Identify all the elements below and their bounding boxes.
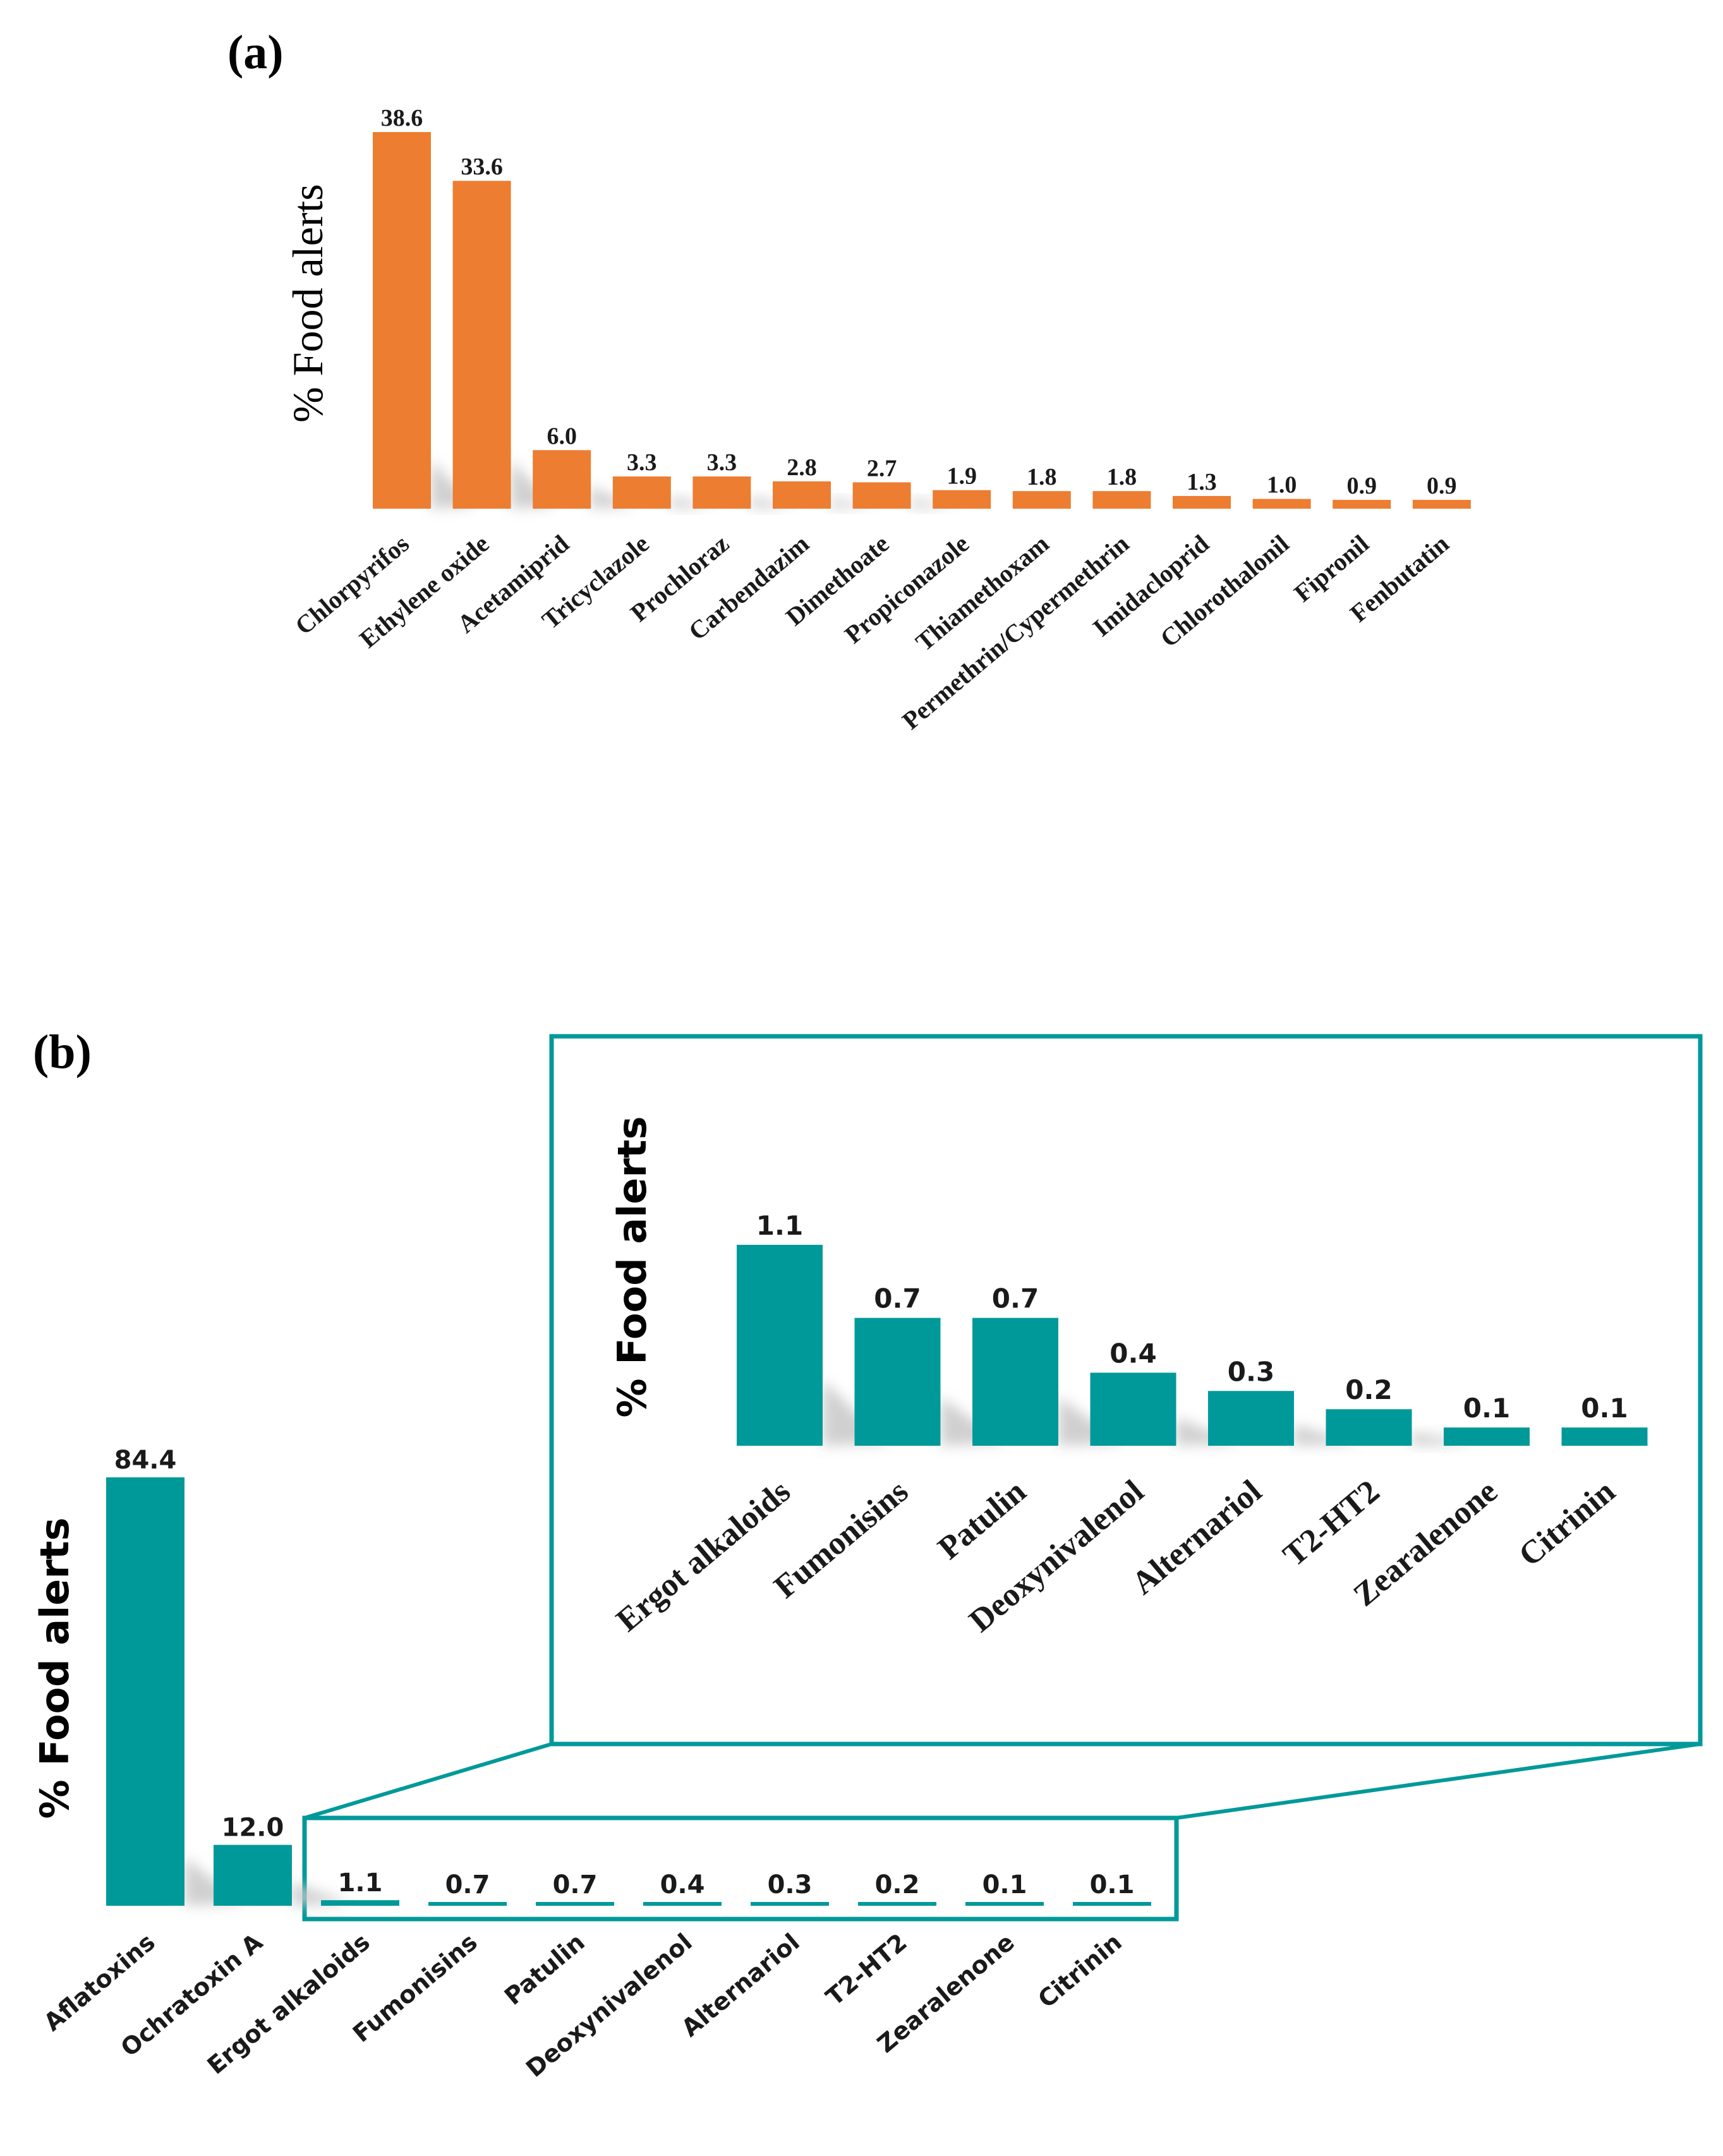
- zoom-connector-right: [1176, 1742, 1701, 1820]
- b-bar-t2-ht2: [858, 1902, 936, 1906]
- b-value-deoxynivalenol: 0.4: [660, 1870, 705, 1899]
- b-value-t2-ht2: 0.2: [875, 1870, 920, 1899]
- i-bar-alternariol: [1208, 1391, 1294, 1446]
- i-value-citrinin: 0.1: [1581, 1393, 1628, 1424]
- panel-a-value-labels: 38.6 33.6 6.0 3.3 3.3 2.8 2.7 1.9 1.8 1.8 1.3 1.0 0.…: [381, 105, 1457, 499]
- a-value-dimethoate: 2.7: [867, 455, 897, 481]
- inset-y-axis-label: % Food alerts: [609, 1117, 655, 1418]
- i-value-alternariol: 0.3: [1228, 1356, 1274, 1387]
- panel-a-bars: [373, 132, 1471, 509]
- b-bar-deoxynivalenol: [643, 1902, 722, 1906]
- i-category-alternariol: Alternariol: [1125, 1474, 1269, 1602]
- a-value-acetamiprid: 6.0: [547, 423, 577, 449]
- b-value-ochratoxin-a: 12.0: [222, 1814, 284, 1843]
- panel-b-bars: [106, 1477, 1151, 1906]
- b-shadow-ochratoxin-a: [292, 1882, 351, 1906]
- b-category-alternariol: Alternariol: [676, 1928, 804, 2042]
- a-bar-thiamethoxam: [1012, 491, 1071, 509]
- a-bar-propiconazole: [933, 490, 991, 509]
- a-bar-carbendazim: [773, 481, 831, 509]
- a-value-fenbutatin: 0.9: [1427, 473, 1457, 499]
- a-value-imidacloprid: 1.3: [1187, 469, 1217, 495]
- a-value-ethylene-oxide: 33.6: [461, 154, 503, 180]
- a-bar-ethylene-oxide: [452, 181, 511, 509]
- i-bar-zearalenone: [1444, 1427, 1530, 1446]
- b-bar-citrinin: [1073, 1902, 1151, 1906]
- panel-b-value-labels: 84.4 12.0 1.1 0.7 0.7 0.4 0.3 0.2 0.1 0.1: [114, 1446, 1135, 1899]
- panel-b-y-axis-label: % Food alerts: [32, 1518, 78, 1819]
- i-category-ergot-alkaloids: Ergot alkaloids: [610, 1474, 797, 1639]
- i-bar-t2-ht2: [1326, 1409, 1412, 1446]
- a-category-thiamethoxam: Thiamethoxam: [910, 529, 1054, 657]
- a-bar-prochloraz: [692, 476, 751, 509]
- i-value-zearalenone: 0.1: [1463, 1393, 1510, 1424]
- a-value-fipronil: 0.9: [1346, 473, 1377, 499]
- a-bar-tricyclazole: [612, 476, 671, 509]
- i-category-patulin: Patulin: [931, 1473, 1033, 1566]
- i-value-ergot-alkaloids: 1.1: [756, 1210, 803, 1241]
- a-value-prochloraz: 3.3: [707, 449, 737, 476]
- zoom-connector-left: [304, 1742, 552, 1820]
- a-value-tricyclazole: 3.3: [627, 449, 657, 476]
- b-bar-fumonisins: [428, 1902, 507, 1906]
- a-bar-fipronil: [1333, 500, 1391, 509]
- i-value-fumonisins: 0.7: [874, 1283, 921, 1314]
- a-value-permethrin-cypermethrin: 1.8: [1107, 464, 1137, 490]
- a-value-propiconazole: 1.9: [946, 463, 977, 490]
- b-value-citrinin: 0.1: [1090, 1870, 1135, 1899]
- inset-bars: [737, 1245, 1648, 1446]
- b-value-alternariol: 0.3: [768, 1870, 813, 1899]
- inset-value-labels: 1.1 0.7 0.7 0.4 0.3 0.2 0.1 0.1: [756, 1210, 1628, 1424]
- a-value-chlorothalonil: 1.0: [1267, 472, 1297, 499]
- b-value-zearalenone: 0.1: [982, 1870, 1027, 1899]
- a-value-chlorpyrifos: 38.6: [381, 105, 423, 131]
- b-category-citrinin: Citrinin: [1032, 1928, 1127, 2013]
- b-bar-alternariol: [751, 1902, 829, 1906]
- b-category-t2-ht2: T2-HT2: [821, 1928, 912, 2011]
- panel-a-y-axis-label: % Food alerts: [284, 184, 332, 423]
- panel-b-label: (b): [33, 1026, 92, 1079]
- i-bar-ergot-alkaloids: [737, 1245, 823, 1446]
- b-bar-ochratoxin-a: [214, 1844, 292, 1906]
- b-bar-aflatoxins: [106, 1477, 184, 1906]
- i-category-t2-ht2: T2-HT2: [1276, 1474, 1386, 1574]
- a-value-carbendazim: 2.8: [787, 454, 817, 481]
- panel-b-chart: (b) % Food alerts 84.4 12.0 1.1 0.7 0.7 0.4 0.…: [32, 1026, 1703, 2083]
- b-value-fumonisins: 0.7: [445, 1870, 490, 1899]
- b-value-ergot-alkaloids: 1.1: [338, 1868, 383, 1898]
- a-bar-fenbutatin: [1412, 500, 1471, 509]
- zoom-region-box: [302, 1815, 1179, 1922]
- b-bar-ergot-alkaloids: [321, 1900, 399, 1906]
- panel-a-chart: (a) % Food alerts 38.6 33.6 6.0 3.3 3.3 2.8 2.…: [227, 26, 1471, 735]
- i-bar-citrinin: [1561, 1427, 1648, 1446]
- b-value-patulin: 0.7: [553, 1870, 598, 1899]
- i-category-citrinin: Citrinin: [1512, 1473, 1622, 1573]
- inset-frame: [549, 1034, 1703, 1747]
- i-bar-deoxynivalenol: [1090, 1372, 1176, 1446]
- i-value-deoxynivalenol: 0.4: [1109, 1338, 1156, 1369]
- a-bar-permethrin-cypermethrin: [1092, 491, 1151, 509]
- a-bar-chlorothalonil: [1252, 499, 1311, 509]
- i-value-patulin: 0.7: [992, 1283, 1039, 1314]
- b-bar-zearalenone: [965, 1902, 1044, 1906]
- a-bar-acetamiprid: [533, 450, 591, 509]
- b-category-patulin: Patulin: [499, 1928, 590, 2011]
- a-bar-chlorpyrifos: [373, 132, 431, 509]
- i-bar-fumonisins: [854, 1317, 941, 1446]
- a-value-thiamethoxam: 1.8: [1027, 464, 1057, 490]
- panel-a-label: (a): [227, 26, 284, 79]
- b-value-aflatoxins: 84.4: [114, 1446, 177, 1475]
- i-value-t2-ht2: 0.2: [1345, 1374, 1392, 1405]
- i-bar-patulin: [972, 1317, 1058, 1446]
- a-bar-dimethoate: [852, 482, 911, 509]
- b-bar-patulin: [536, 1902, 614, 1906]
- a-bar-imidacloprid: [1173, 495, 1231, 509]
